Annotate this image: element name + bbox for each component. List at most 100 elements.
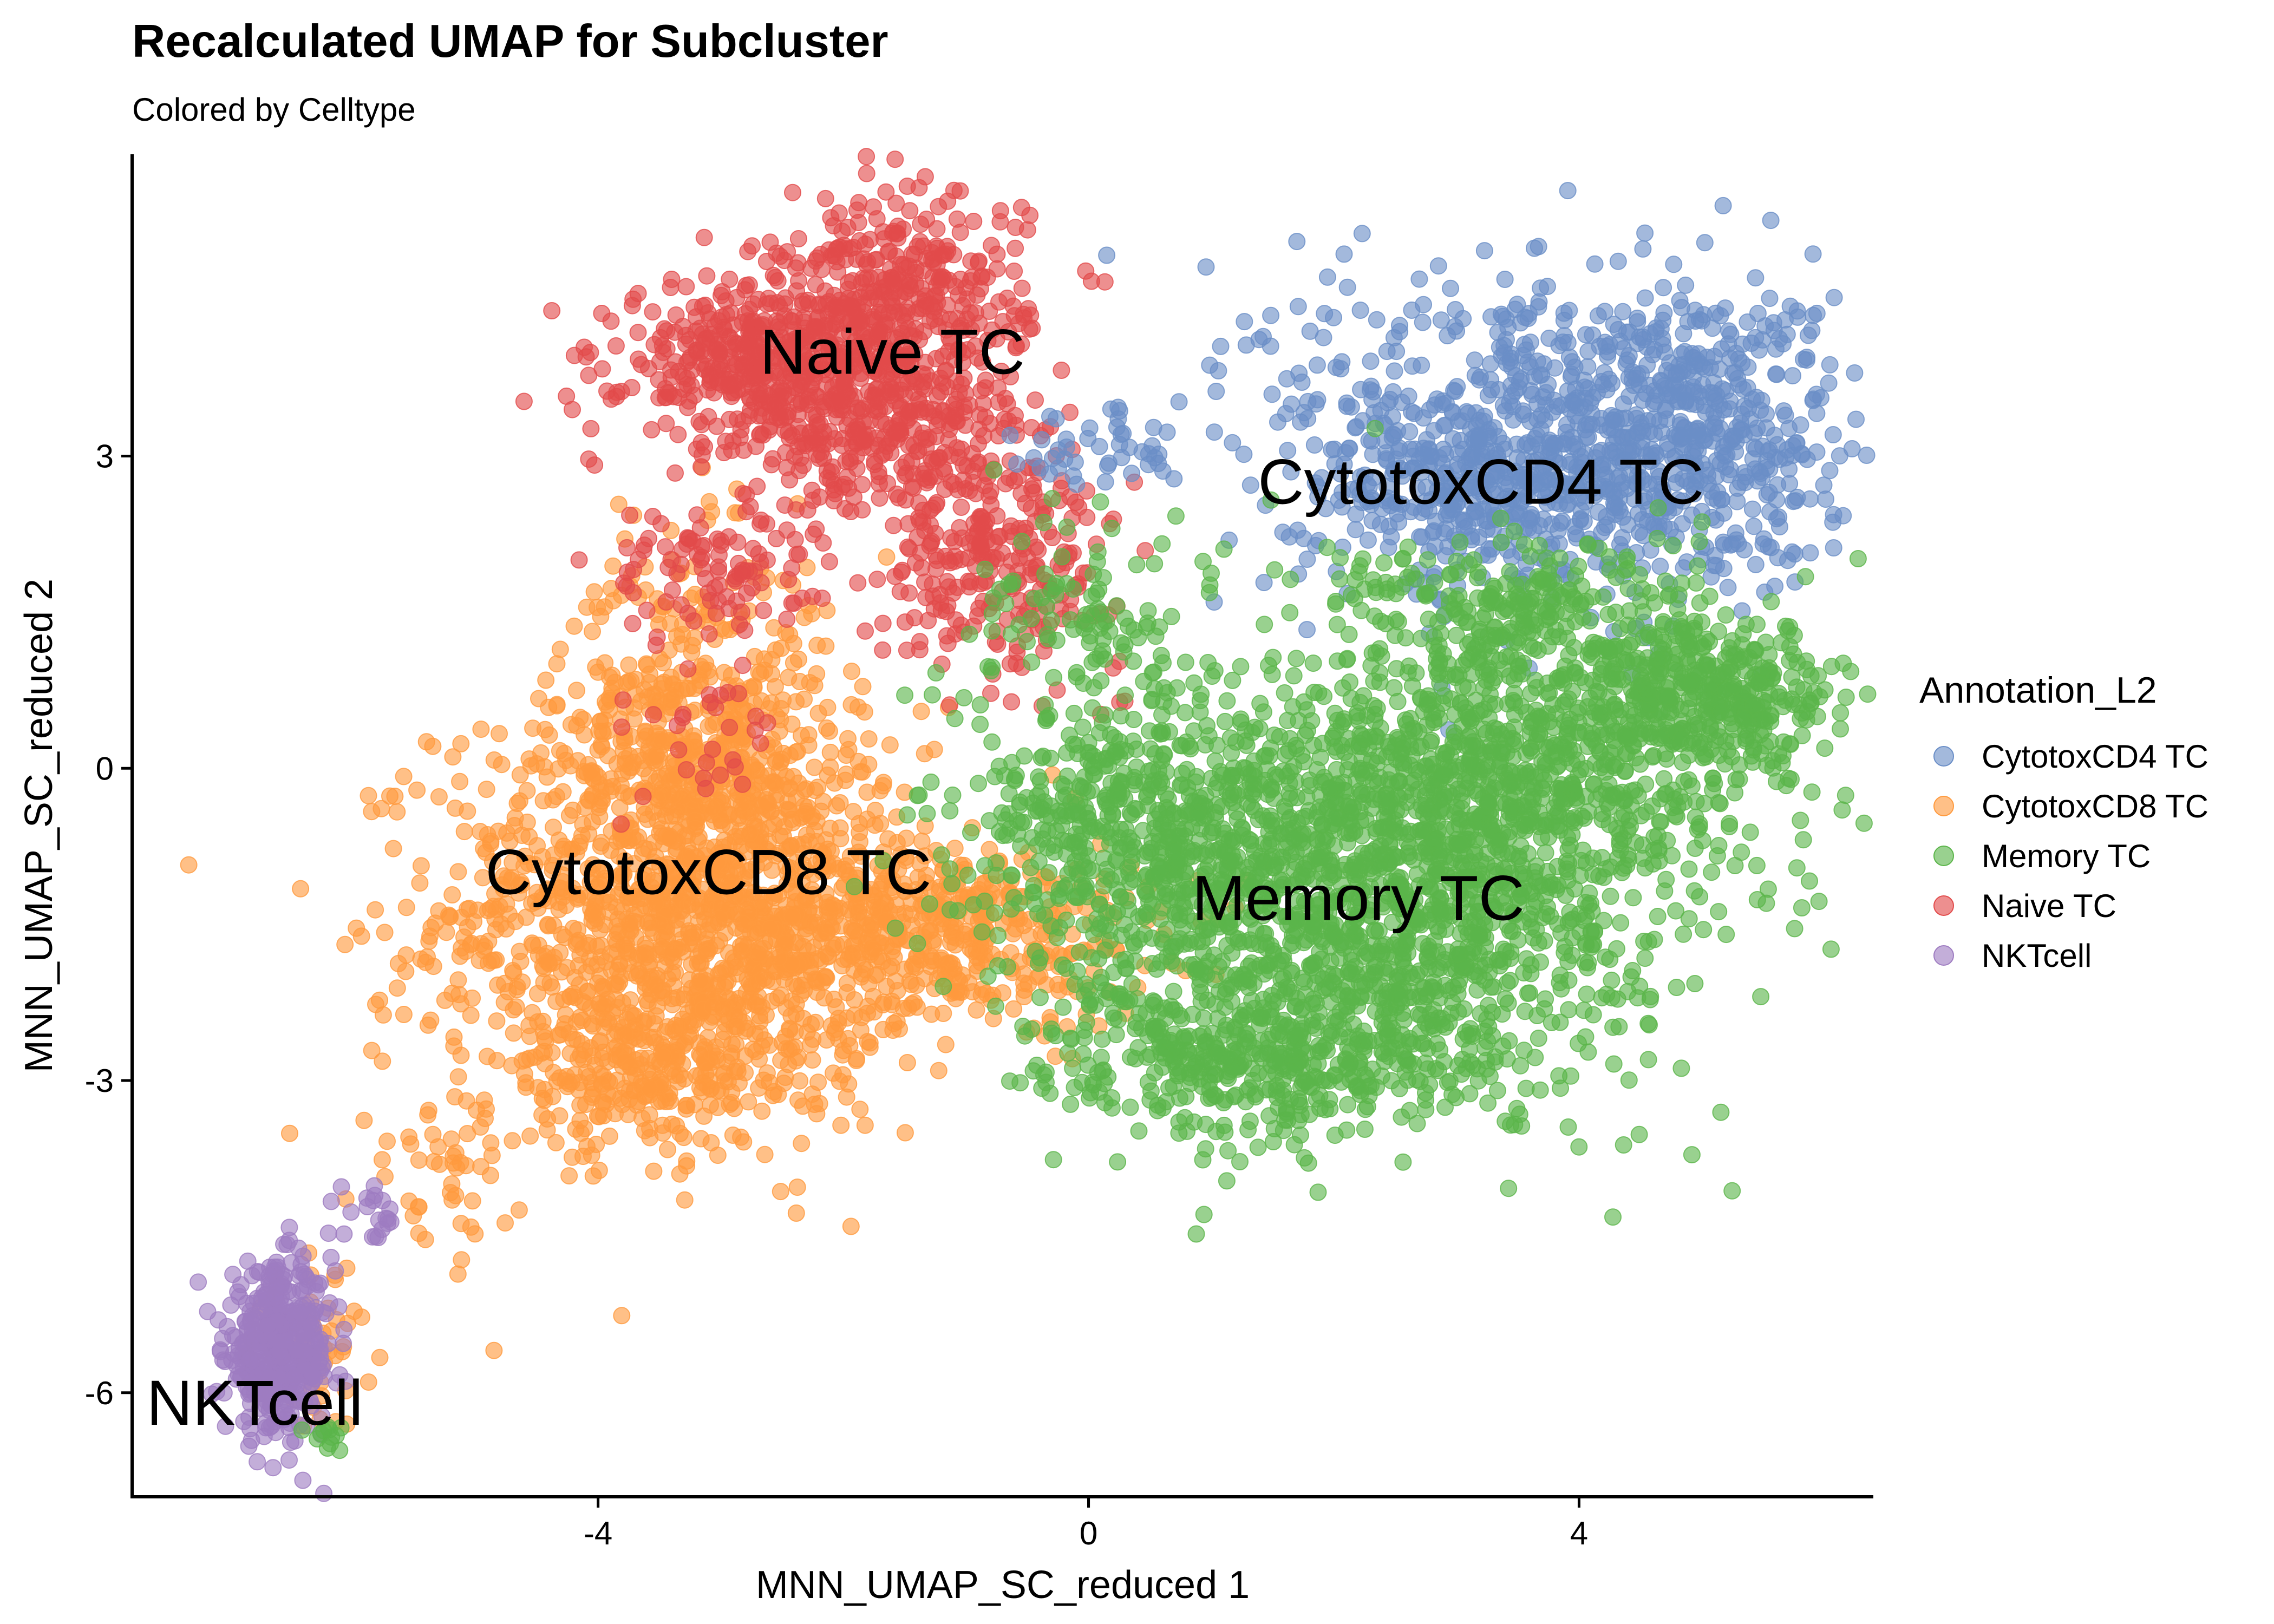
data-point bbox=[932, 246, 950, 264]
data-point bbox=[1761, 290, 1779, 307]
data-point bbox=[472, 721, 490, 738]
data-point bbox=[560, 1167, 578, 1185]
data-point bbox=[534, 1023, 552, 1040]
data-point bbox=[622, 991, 639, 1009]
data-point bbox=[535, 1091, 553, 1109]
data-point bbox=[838, 974, 856, 992]
data-point bbox=[654, 343, 672, 361]
data-point bbox=[199, 1302, 217, 1320]
data-point bbox=[654, 1124, 672, 1142]
data-point bbox=[709, 592, 727, 610]
data-point bbox=[858, 165, 875, 182]
data-point bbox=[839, 730, 857, 748]
data-point bbox=[377, 1209, 395, 1227]
data-point bbox=[363, 803, 381, 821]
data-point bbox=[574, 711, 592, 729]
data-point bbox=[364, 1228, 381, 1246]
data-point bbox=[940, 431, 958, 449]
data-point bbox=[538, 953, 556, 971]
data-point bbox=[952, 499, 970, 516]
data-point bbox=[922, 516, 939, 534]
data-point bbox=[821, 743, 839, 761]
data-point bbox=[410, 1224, 428, 1242]
data-point bbox=[774, 744, 792, 762]
data-point bbox=[767, 269, 785, 286]
data-point bbox=[691, 1079, 709, 1097]
data-point bbox=[701, 668, 719, 686]
data-point bbox=[729, 685, 747, 703]
data-point bbox=[610, 955, 628, 973]
data-point bbox=[1212, 337, 1230, 355]
data-point bbox=[733, 795, 750, 813]
data-point bbox=[607, 337, 625, 355]
data-point bbox=[558, 387, 576, 405]
data-point bbox=[791, 1072, 809, 1090]
data-point bbox=[819, 698, 837, 716]
data-point bbox=[614, 691, 632, 709]
data-point bbox=[621, 506, 639, 524]
data-point bbox=[818, 462, 836, 480]
data-point bbox=[734, 657, 752, 675]
data-point bbox=[735, 441, 753, 459]
data-point bbox=[692, 416, 710, 434]
data-point bbox=[898, 1054, 916, 1071]
data-point bbox=[787, 1204, 805, 1222]
data-point bbox=[790, 650, 807, 668]
data-point bbox=[709, 1098, 727, 1116]
data-point bbox=[775, 1075, 793, 1092]
data-point bbox=[750, 1079, 768, 1097]
data-point bbox=[844, 937, 861, 954]
data-point bbox=[900, 999, 917, 1017]
data-point bbox=[1012, 199, 1030, 217]
data-point bbox=[857, 270, 875, 288]
data-point bbox=[662, 279, 679, 296]
data-point bbox=[294, 1471, 312, 1489]
data-point bbox=[1636, 289, 1654, 307]
data-point bbox=[655, 1047, 672, 1065]
data-point bbox=[991, 213, 1009, 231]
data-point bbox=[282, 1254, 300, 1272]
data-point bbox=[530, 937, 547, 954]
data-point bbox=[968, 1001, 985, 1019]
data-point bbox=[800, 736, 818, 754]
data-point bbox=[845, 388, 863, 405]
data-point bbox=[860, 730, 878, 748]
data-point bbox=[842, 1217, 860, 1235]
data-point bbox=[613, 1307, 631, 1325]
data-point bbox=[775, 252, 793, 270]
data-point bbox=[264, 1459, 282, 1477]
data-point bbox=[452, 1215, 470, 1233]
data-point bbox=[677, 1100, 695, 1118]
data-point bbox=[539, 917, 557, 935]
data-point bbox=[817, 637, 835, 655]
data-point bbox=[988, 507, 1006, 525]
data-point bbox=[821, 918, 839, 935]
data-point bbox=[735, 1133, 753, 1151]
data-point bbox=[666, 323, 684, 341]
data-point bbox=[897, 283, 914, 301]
data-point bbox=[710, 909, 728, 927]
data-point bbox=[707, 1047, 725, 1065]
data-point bbox=[541, 974, 559, 992]
data-point bbox=[451, 772, 469, 790]
data-point bbox=[783, 908, 801, 926]
data-point bbox=[373, 1151, 391, 1169]
data-point bbox=[557, 751, 575, 769]
data-point bbox=[1263, 385, 1281, 403]
data-point bbox=[1278, 370, 1296, 388]
data-point bbox=[866, 401, 884, 419]
data-point bbox=[505, 1024, 522, 1042]
data-point bbox=[767, 641, 785, 659]
data-point bbox=[638, 601, 656, 619]
data-point bbox=[884, 224, 901, 242]
data-point bbox=[855, 425, 873, 443]
data-point bbox=[750, 774, 767, 792]
data-point bbox=[620, 656, 638, 674]
data-point bbox=[872, 815, 890, 833]
data-point bbox=[277, 1333, 294, 1350]
data-point bbox=[874, 614, 892, 632]
data-point bbox=[440, 906, 458, 924]
data-point bbox=[1289, 298, 1307, 316]
data-point bbox=[510, 1201, 528, 1219]
